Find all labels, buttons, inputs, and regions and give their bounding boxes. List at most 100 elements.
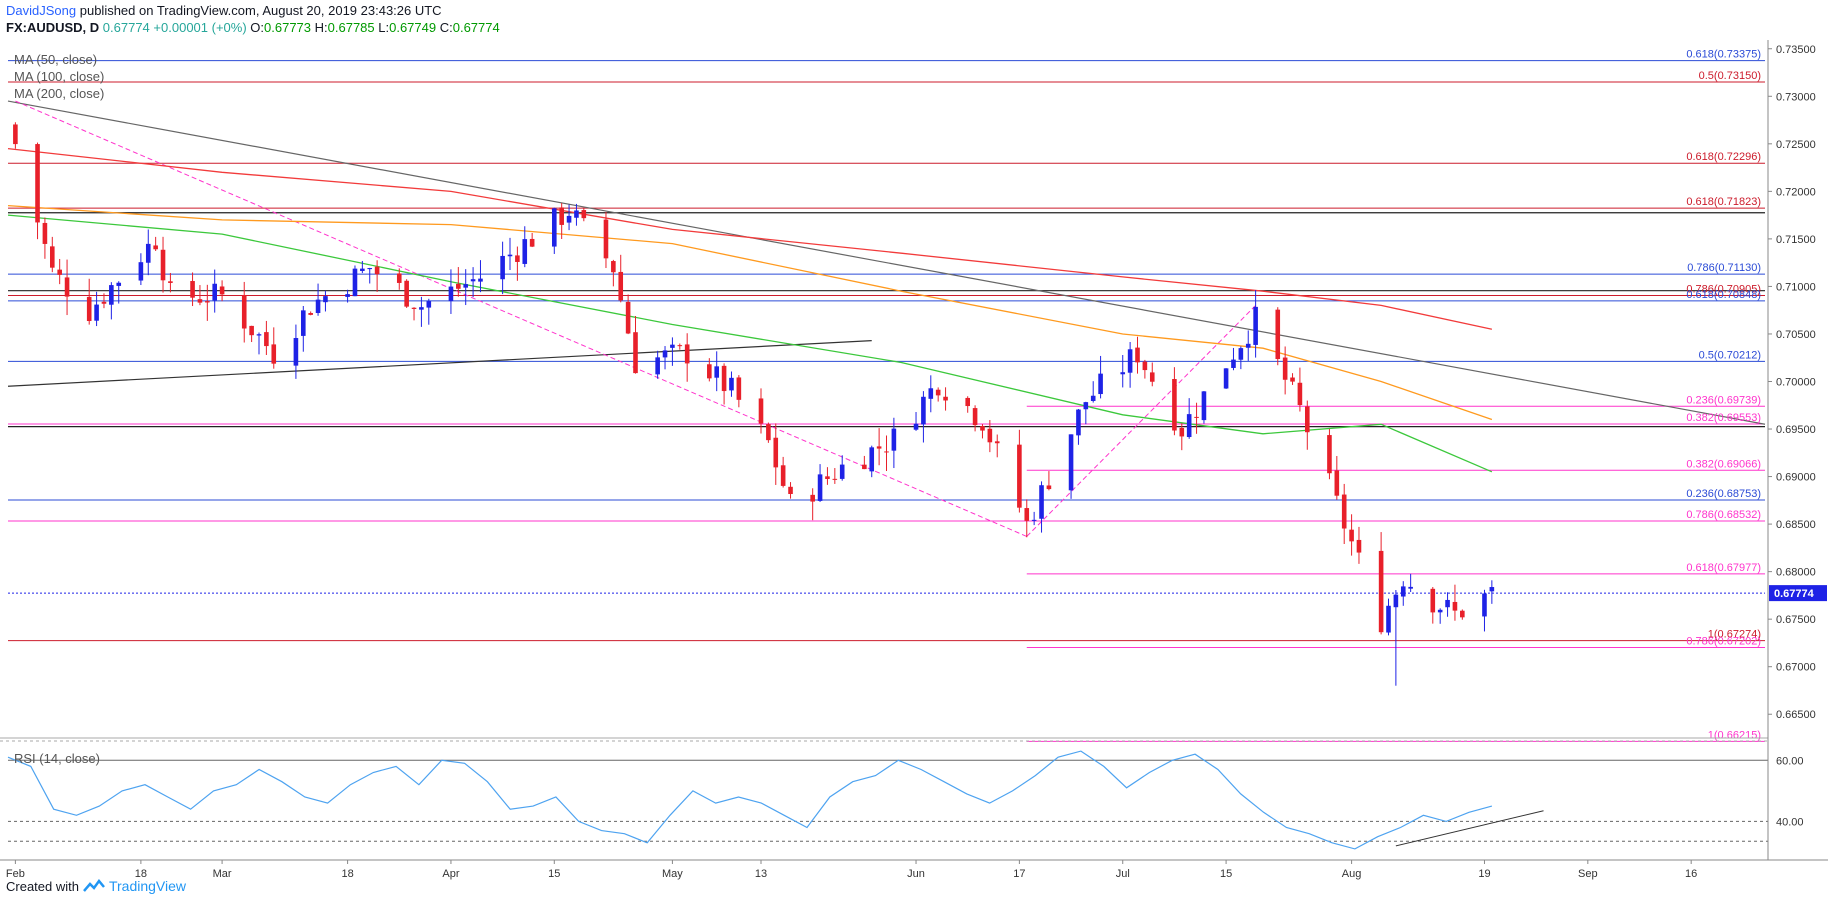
candle-body[interactable] <box>1430 588 1436 613</box>
candle-body[interactable] <box>707 364 712 379</box>
candle-body[interactable] <box>581 210 587 219</box>
candle-body[interactable] <box>551 208 557 247</box>
candle-body[interactable] <box>315 299 321 314</box>
candle-body[interactable] <box>684 344 690 364</box>
candle-body[interactable] <box>1341 494 1347 529</box>
candle-body[interactable] <box>94 304 99 321</box>
candle-body[interactable] <box>876 446 882 449</box>
candle-body[interactable] <box>1135 347 1140 363</box>
candle-body[interactable] <box>1031 519 1037 521</box>
candle-body[interactable] <box>57 269 62 275</box>
candle-body[interactable] <box>921 396 926 425</box>
candle-body[interactable] <box>153 245 158 250</box>
fib-swing-line[interactable] <box>1026 305 1256 537</box>
candle-body[interactable] <box>559 207 564 225</box>
candle-body[interactable] <box>374 266 380 275</box>
candle-body[interactable] <box>219 286 225 295</box>
candle-body[interactable] <box>766 424 771 441</box>
candle-body[interactable] <box>1356 539 1362 553</box>
candle-body[interactable] <box>574 210 579 218</box>
candle-body[interactable] <box>1120 372 1126 375</box>
candle-body[interactable] <box>736 377 742 400</box>
candle-body[interactable] <box>256 334 262 336</box>
candle-body[interactable] <box>271 344 277 364</box>
candle-body[interactable] <box>1024 508 1030 521</box>
candle-body[interactable] <box>323 296 328 303</box>
candle-body[interactable] <box>987 428 993 443</box>
candle-body[interactable] <box>972 408 978 426</box>
candle-body[interactable] <box>1076 409 1081 436</box>
candle-body[interactable] <box>625 301 631 334</box>
candle-body[interactable] <box>1172 379 1177 431</box>
uptrend-line[interactable] <box>7 340 872 387</box>
ma100-line[interactable] <box>7 204 1493 421</box>
candle-body[interactable] <box>264 332 269 347</box>
candle-body[interactable] <box>241 294 247 329</box>
candle-body[interactable] <box>758 398 764 424</box>
candle-body[interactable] <box>1378 550 1384 633</box>
candle-body[interactable] <box>1445 599 1450 608</box>
candle-body[interactable] <box>1275 309 1281 360</box>
candle-body[interactable] <box>396 273 402 283</box>
candle-body[interactable] <box>35 144 40 223</box>
candle-body[interactable] <box>507 254 513 257</box>
candle-body[interactable] <box>1334 470 1340 496</box>
candle-body[interactable] <box>869 447 875 472</box>
candle-body[interactable] <box>1460 610 1465 618</box>
ma200-legend[interactable]: MA (200, close) <box>14 86 104 101</box>
candle-body[interactable] <box>308 313 313 315</box>
candle-body[interactable] <box>943 396 948 401</box>
candle-body[interactable] <box>49 246 55 268</box>
candle-body[interactable] <box>935 389 941 396</box>
candle-body[interactable] <box>470 279 476 282</box>
ma50-line[interactable] <box>7 214 1493 473</box>
candle-body[interactable] <box>500 255 505 280</box>
candle-body[interactable] <box>197 299 203 303</box>
candle-body[interactable] <box>884 451 889 453</box>
candle-body[interactable] <box>529 238 535 247</box>
candle-body[interactable] <box>190 281 195 298</box>
candle-body[interactable] <box>300 310 306 336</box>
candle-body[interactable] <box>788 486 793 495</box>
candle-body[interactable] <box>817 474 823 501</box>
candle-body[interactable] <box>1408 586 1413 589</box>
candle-body[interactable] <box>293 338 299 366</box>
candle-body[interactable] <box>1400 586 1406 597</box>
candle-body[interactable] <box>1452 601 1458 611</box>
candle-body[interactable] <box>891 428 897 451</box>
candle-body[interactable] <box>729 377 734 391</box>
candle-body[interactable] <box>1179 427 1185 437</box>
candle-body[interactable] <box>980 426 985 431</box>
candle-body[interactable] <box>1297 382 1303 406</box>
candle-body[interactable] <box>1393 594 1399 608</box>
candle-body[interactable] <box>994 441 1000 444</box>
candle-body[interactable] <box>456 283 461 289</box>
candle-body[interactable] <box>515 255 520 262</box>
candle-body[interactable] <box>160 249 166 281</box>
candle-body[interactable] <box>1201 391 1207 421</box>
candle-body[interactable] <box>345 294 350 297</box>
candle-body[interactable] <box>1127 349 1133 373</box>
candle-body[interactable] <box>419 307 424 310</box>
candle-body[interactable] <box>478 278 483 282</box>
candle-body[interactable] <box>212 283 218 301</box>
candle-body[interactable] <box>1068 434 1074 491</box>
candle-body[interactable] <box>1231 359 1236 368</box>
candle-body[interactable] <box>1186 414 1192 438</box>
candle-body[interactable] <box>145 243 151 263</box>
candle-body[interactable] <box>448 286 454 302</box>
ma100-legend[interactable]: MA (100, close) <box>14 69 104 84</box>
rsi-trendline[interactable] <box>1395 810 1544 847</box>
candle-body[interactable] <box>670 344 675 348</box>
candle-body[interactable] <box>13 124 18 145</box>
candle-body[interactable] <box>1090 395 1096 401</box>
candle-body[interactable] <box>633 332 638 374</box>
candle-body[interactable] <box>1083 402 1089 410</box>
candle-body[interactable] <box>1017 444 1022 508</box>
candle-body[interactable] <box>463 284 469 288</box>
author-link[interactable]: DavidJSong <box>6 3 77 18</box>
candle-body[interactable] <box>116 282 122 286</box>
candle-body[interactable] <box>611 261 616 273</box>
candle-body[interactable] <box>1039 485 1044 519</box>
